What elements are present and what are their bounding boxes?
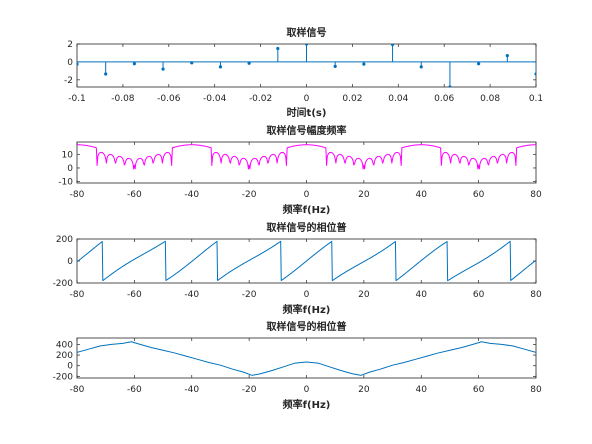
subplot-1: 取样信号 -0.1 -0.08 -0.06 -0.04 -0.02 0 0.02 0.04 0.0… (64, 26, 543, 119)
subplot-3: 取样信号的相位普-80 -60 -40 -20 0 20 40 60 80-2000200频率f… (53, 221, 542, 316)
x-tick-label: -0.04 (203, 94, 227, 104)
x-tick-label: 0 (304, 190, 310, 200)
subplot-title: 取样信号的相位普 (267, 320, 347, 333)
y-tick-label: 2 (67, 40, 73, 50)
stem-marker (477, 62, 481, 66)
series-line (77, 240, 536, 282)
x-tick-label: -80 (70, 385, 85, 395)
stem-marker (333, 64, 337, 68)
x-axis-label: 频率f(Hz) (283, 203, 331, 216)
x-tick-label: 0 (304, 94, 310, 104)
plot-area (77, 341, 536, 376)
plot-area (77, 44, 536, 87)
x-tick-label: 0.08 (480, 94, 500, 104)
subplot-title: 取样信号 (287, 26, 327, 39)
x-tick-label: 60 (473, 190, 485, 200)
x-tick-label: -0.1 (68, 94, 86, 104)
x-tick-label: 20 (358, 385, 370, 395)
y-tick-label: 200 (56, 235, 73, 245)
plot-area (77, 240, 536, 282)
stem-marker (276, 46, 280, 51)
x-tick-label: 20 (358, 190, 370, 200)
stem-marker (362, 62, 366, 66)
stem-marker (77, 62, 79, 66)
x-tick-label: 80 (530, 190, 542, 200)
x-tick-label: -80 (70, 290, 85, 300)
y-tick-label: -2 (64, 76, 73, 86)
stem-marker (218, 65, 223, 69)
x-tick-label: -0.08 (111, 94, 135, 104)
stem-marker (190, 61, 194, 65)
subplot-title: 取样信号的相位普 (267, 221, 347, 234)
x-tick-label: -60 (127, 290, 142, 300)
x-tick-label: 20 (358, 290, 370, 300)
x-tick-label: -40 (184, 190, 199, 200)
x-tick-label: 0 (304, 290, 310, 300)
stem-marker (304, 44, 309, 46)
stem-marker (161, 67, 165, 71)
axes-box (76, 141, 537, 184)
x-axis-label: 时间t(s) (287, 106, 327, 119)
x-tick-label: -80 (70, 190, 85, 200)
x-tick-label: 60 (473, 290, 485, 300)
axes-box (76, 337, 537, 379)
x-axis-label: 频率f(Hz) (283, 303, 331, 316)
x-axis-label: 频率f(Hz) (283, 398, 331, 411)
x-tick-label: 80 (530, 385, 542, 395)
x-tick-label: 0.04 (388, 94, 408, 104)
series-line (77, 341, 536, 376)
y-tick-label: 400 (56, 340, 73, 350)
y-tick-label: 0 (67, 257, 73, 267)
x-tick-label: 60 (473, 385, 485, 395)
stem-marker (104, 72, 108, 76)
subplot-title: 取样信号幅度频率 (267, 124, 347, 137)
stem-marker (390, 44, 395, 47)
x-tick-label: 80 (530, 290, 542, 300)
y-tick-label: -200 (53, 279, 74, 289)
y-tick-label: 0 (67, 164, 73, 174)
x-tick-label: -20 (242, 190, 257, 200)
stem-marker (419, 65, 423, 69)
x-tick-label: 40 (416, 385, 428, 395)
y-tick-label: 0 (67, 362, 73, 372)
stem-marker (247, 61, 251, 65)
x-tick-label: -20 (242, 290, 257, 300)
x-tick-label: 0.1 (529, 94, 543, 104)
x-tick-label: 0.02 (342, 94, 362, 104)
stem-marker (505, 54, 509, 58)
series-line (77, 144, 536, 170)
x-tick-label: -40 (184, 290, 199, 300)
stem-marker (534, 72, 536, 76)
x-tick-label: -0.06 (157, 94, 181, 104)
x-tick-label: -40 (184, 385, 199, 395)
y-tick-label: -200 (53, 372, 74, 382)
subplot-2: 取样信号幅度频率 -80 -60 -40 -20 0 20 40 60 80 -10 0 10 频率f(H… (58, 124, 542, 216)
x-tick-label: -60 (127, 385, 142, 395)
x-tick-label: -60 (127, 190, 142, 200)
x-tick-label: -0.02 (249, 94, 272, 104)
stem-marker (448, 85, 452, 87)
x-tick-label: 0.06 (434, 94, 454, 104)
y-tick-label: 10 (62, 150, 74, 160)
y-tick-label: 0 (67, 58, 73, 68)
y-tick-label: -10 (58, 178, 73, 188)
y-tick-label: 200 (56, 351, 73, 361)
x-tick-label: 40 (416, 290, 428, 300)
x-tick-label: 40 (416, 190, 428, 200)
x-tick-label: 0 (304, 385, 310, 395)
x-tick-label: -20 (242, 385, 257, 395)
stem-marker (132, 62, 136, 66)
plot-area (77, 144, 536, 170)
subplot-4: 取样信号的相位普-80 -60 -40 -20 0 20 40 60 80-2000200400… (53, 320, 542, 411)
